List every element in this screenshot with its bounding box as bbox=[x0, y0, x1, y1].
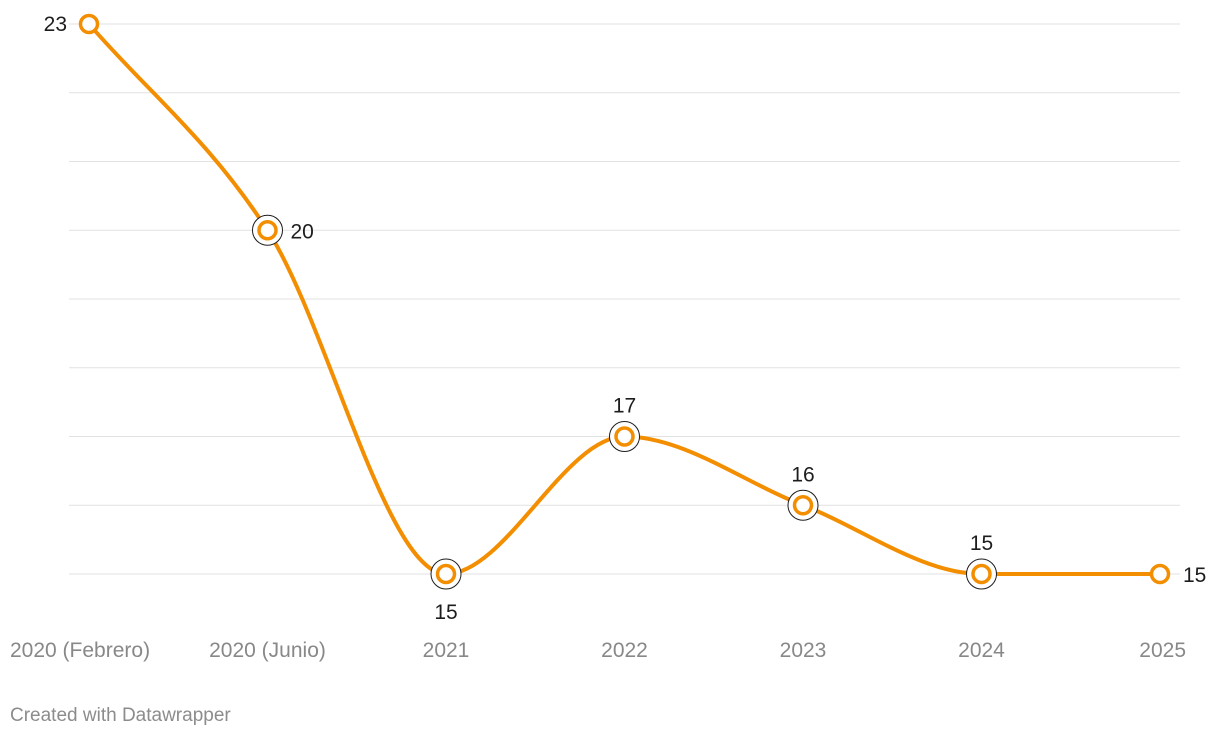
data-label: 23 bbox=[44, 13, 67, 36]
x-tick-label: 2025 bbox=[1139, 639, 1186, 662]
data-point-marker bbox=[792, 495, 814, 516]
gridlines bbox=[69, 23, 1180, 575]
data-point-marker bbox=[971, 563, 992, 585]
data-point[interactable] bbox=[1149, 563, 1171, 585]
data-point[interactable] bbox=[430, 558, 462, 590]
data-label: 15 bbox=[970, 532, 993, 555]
data-label: 16 bbox=[791, 463, 814, 486]
x-tick-label: 2023 bbox=[780, 639, 827, 662]
data-label: 17 bbox=[613, 395, 636, 418]
data-point[interactable] bbox=[609, 421, 640, 452]
x-tick-label: 2021 bbox=[423, 639, 470, 662]
data-label: 20 bbox=[291, 220, 314, 243]
x-tick-label: 2024 bbox=[958, 639, 1005, 662]
data-point[interactable] bbox=[787, 489, 819, 521]
data-point[interactable] bbox=[966, 558, 997, 590]
x-tick-label: 2020 (Junio) bbox=[209, 639, 326, 662]
data-point-marker bbox=[78, 13, 100, 35]
data-point[interactable] bbox=[252, 214, 283, 246]
data-label: 15 bbox=[1183, 564, 1206, 587]
data-label: 15 bbox=[434, 601, 457, 624]
data-point-marker bbox=[614, 426, 635, 447]
data-point-marker bbox=[257, 220, 278, 241]
x-tick-label: 2022 bbox=[601, 639, 648, 662]
x-tick-label: 2020 (Febrero) bbox=[10, 639, 150, 662]
data-points bbox=[78, 13, 1171, 590]
data-point-marker bbox=[435, 563, 457, 585]
data-point[interactable] bbox=[78, 13, 100, 35]
credit-line[interactable]: Created with Datawrapper bbox=[10, 705, 231, 726]
data-labels: 23 20 15 17 16 15 15 bbox=[44, 13, 1207, 624]
data-point-marker bbox=[1149, 563, 1171, 585]
x-axis-tick-labels: 2020 (Febrero) 2020 (Junio) 2021 2022 2023 20… bbox=[10, 639, 1186, 662]
